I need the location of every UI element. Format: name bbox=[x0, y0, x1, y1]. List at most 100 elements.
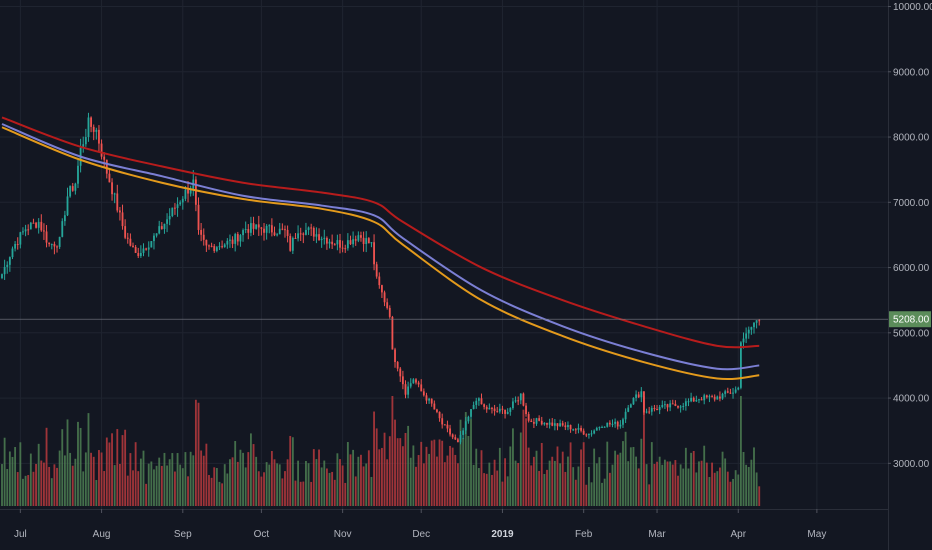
candle-body[interactable] bbox=[153, 235, 155, 242]
candle-body[interactable] bbox=[467, 416, 470, 422]
candle-body[interactable] bbox=[103, 156, 106, 160]
candle-body[interactable] bbox=[585, 434, 588, 436]
candle-body[interactable] bbox=[684, 401, 687, 406]
candle-body[interactable] bbox=[653, 408, 656, 410]
candle-body[interactable] bbox=[43, 230, 45, 232]
candle-body[interactable] bbox=[420, 384, 423, 392]
candle-body[interactable] bbox=[407, 386, 410, 395]
candle-body[interactable] bbox=[268, 225, 271, 227]
candle-body[interactable] bbox=[517, 400, 520, 402]
candle-body[interactable] bbox=[705, 395, 708, 398]
candle-body[interactable] bbox=[750, 327, 753, 330]
candle-body[interactable] bbox=[197, 204, 200, 230]
candle-body[interactable] bbox=[564, 425, 567, 428]
candle-body[interactable] bbox=[139, 252, 142, 257]
candle-body[interactable] bbox=[430, 398, 433, 404]
candle-body[interactable] bbox=[8, 257, 11, 265]
candle-body[interactable] bbox=[32, 222, 35, 224]
candle-body[interactable] bbox=[428, 398, 431, 401]
candle-body[interactable] bbox=[27, 229, 30, 231]
candle-body[interactable] bbox=[716, 396, 719, 400]
candle-body[interactable] bbox=[16, 243, 19, 245]
y-axis[interactable]: 10000.00 9000.00 8000.00 7000.00 6000.00 5000… bbox=[888, 2, 932, 470]
candle-body[interactable] bbox=[129, 238, 132, 246]
candle-body[interactable] bbox=[53, 244, 56, 247]
candle-body[interactable] bbox=[475, 400, 478, 405]
candle-body[interactable] bbox=[226, 240, 229, 245]
candle-body[interactable] bbox=[37, 221, 40, 228]
candle-body[interactable] bbox=[661, 405, 664, 408]
candle-body[interactable] bbox=[747, 329, 750, 334]
candle-body[interactable] bbox=[388, 307, 391, 317]
candle-body[interactable] bbox=[622, 419, 624, 425]
candle-body[interactable] bbox=[257, 224, 260, 228]
candle-body[interactable] bbox=[116, 193, 119, 211]
candle-body[interactable] bbox=[315, 234, 318, 237]
candle-body[interactable] bbox=[519, 393, 522, 401]
candle-body[interactable] bbox=[320, 238, 323, 241]
candle-body[interactable] bbox=[194, 179, 197, 205]
candle-body[interactable] bbox=[713, 396, 716, 400]
candle-body[interactable] bbox=[512, 401, 514, 409]
candle-body[interactable] bbox=[134, 246, 137, 253]
candle-body[interactable] bbox=[648, 411, 651, 413]
candlesticks[interactable] bbox=[1, 112, 761, 445]
candle-body[interactable] bbox=[595, 428, 598, 431]
candle-body[interactable] bbox=[530, 420, 533, 423]
candle-body[interactable] bbox=[737, 387, 740, 390]
candle-body[interactable] bbox=[302, 233, 305, 235]
candle-body[interactable] bbox=[608, 422, 611, 425]
candle-body[interactable] bbox=[470, 409, 472, 417]
candle-body[interactable] bbox=[100, 143, 103, 157]
candle-body[interactable] bbox=[383, 292, 386, 303]
candle-body[interactable] bbox=[236, 234, 239, 242]
candle-body[interactable] bbox=[328, 241, 331, 244]
candle-body[interactable] bbox=[352, 239, 355, 245]
candle-body[interactable] bbox=[535, 418, 538, 424]
candle-body[interactable] bbox=[77, 165, 79, 184]
candle-body[interactable] bbox=[637, 394, 640, 398]
candle-body[interactable] bbox=[50, 244, 53, 246]
candle-body[interactable] bbox=[614, 421, 617, 424]
candle-body[interactable] bbox=[61, 221, 64, 237]
candle-body[interactable] bbox=[441, 418, 444, 425]
candle-body[interactable] bbox=[412, 379, 415, 384]
candle-body[interactable] bbox=[658, 407, 661, 411]
candle-body[interactable] bbox=[532, 422, 535, 424]
candle-body[interactable] bbox=[580, 427, 582, 431]
candle-body[interactable] bbox=[640, 391, 643, 398]
candle-body[interactable] bbox=[674, 403, 677, 406]
candle-body[interactable] bbox=[645, 411, 648, 413]
candle-body[interactable] bbox=[90, 117, 93, 127]
candle-body[interactable] bbox=[294, 237, 297, 239]
candle-body[interactable] bbox=[493, 408, 496, 412]
candle-body[interactable] bbox=[215, 247, 218, 251]
candle-body[interactable] bbox=[491, 407, 493, 409]
candle-body[interactable] bbox=[559, 423, 562, 427]
candle-body[interactable] bbox=[145, 248, 148, 250]
candle-body[interactable] bbox=[234, 234, 237, 244]
candle-body[interactable] bbox=[375, 264, 378, 277]
candle-body[interactable] bbox=[252, 223, 255, 229]
candle-body[interactable] bbox=[504, 409, 506, 414]
candle-body[interactable] bbox=[71, 186, 74, 191]
candle-body[interactable] bbox=[181, 198, 184, 203]
candle-body[interactable] bbox=[509, 408, 512, 412]
candle-body[interactable] bbox=[40, 221, 43, 231]
candle-body[interactable] bbox=[370, 242, 373, 244]
candle-body[interactable] bbox=[1, 274, 3, 279]
candle-body[interactable] bbox=[349, 240, 352, 245]
candle-body[interactable] bbox=[346, 240, 349, 249]
candle-body[interactable] bbox=[6, 264, 9, 267]
candle-body[interactable] bbox=[142, 248, 145, 253]
candle-body[interactable] bbox=[48, 242, 51, 245]
candle-body[interactable] bbox=[66, 196, 69, 216]
candle-body[interactable] bbox=[436, 409, 438, 412]
candle-body[interactable] bbox=[498, 408, 501, 412]
candle-body[interactable] bbox=[82, 144, 85, 148]
candle-body[interactable] bbox=[265, 225, 268, 233]
candle-body[interactable] bbox=[354, 239, 357, 241]
candle-body[interactable] bbox=[425, 395, 428, 401]
candle-body[interactable] bbox=[577, 427, 580, 430]
candle-body[interactable] bbox=[87, 117, 90, 138]
